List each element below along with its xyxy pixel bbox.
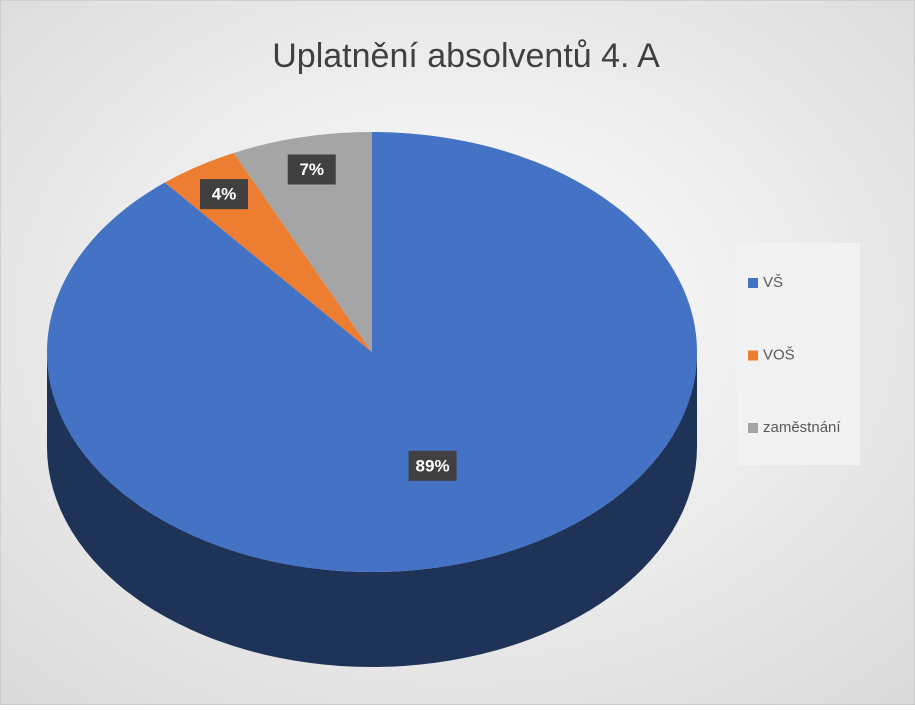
legend-swatch [748, 350, 758, 361]
chart-title: Uplatnění absolventů 4. A [272, 37, 660, 75]
legend-swatch [748, 278, 758, 288]
data-label-box [408, 450, 457, 481]
data-label-box [199, 179, 248, 210]
legend-swatch [748, 423, 758, 433]
legend-label: VŠ [763, 274, 783, 291]
slice [233, 132, 372, 352]
slice-side [47, 352, 697, 667]
data-label: 7% [299, 160, 324, 179]
data-label: 4% [212, 185, 237, 204]
legend-label: zaměstnání [763, 419, 841, 436]
data-label-box [287, 154, 336, 185]
legend-label: VOŠ [763, 346, 795, 363]
data-label: 89% [416, 456, 450, 475]
